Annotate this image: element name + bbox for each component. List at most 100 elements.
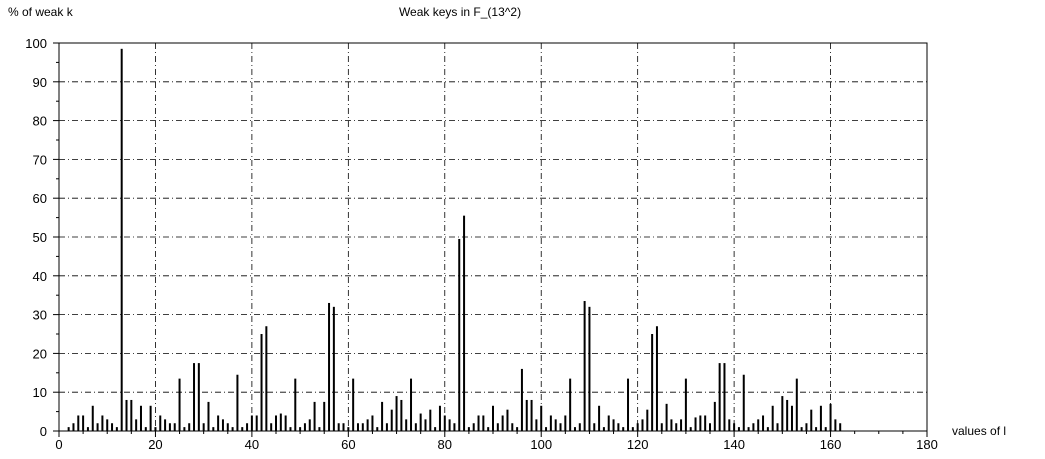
bar [704, 415, 707, 431]
bar [279, 413, 282, 431]
bar [250, 415, 253, 431]
y-axis-label: % of weak k [8, 5, 74, 19]
y-tick-label: 90 [33, 75, 47, 90]
bar [376, 427, 379, 431]
y-tick-label: 30 [33, 308, 47, 323]
bar [713, 401, 716, 431]
y-tick-label: 80 [33, 114, 47, 129]
bar [598, 405, 601, 431]
bar [815, 427, 818, 431]
bar [684, 378, 687, 431]
bar [120, 48, 123, 431]
bar [694, 417, 697, 431]
bar [67, 427, 70, 431]
bar [236, 374, 239, 431]
bar [96, 423, 99, 431]
bar [747, 427, 750, 431]
bar [617, 423, 620, 431]
bar [588, 306, 591, 431]
bar [723, 363, 726, 431]
bar [429, 409, 432, 431]
bar [438, 405, 441, 431]
bar [82, 415, 85, 431]
bar [419, 413, 422, 431]
bar [385, 423, 388, 431]
bar [771, 405, 774, 431]
bar [154, 427, 157, 431]
bar [525, 399, 528, 431]
bar [559, 423, 562, 431]
bar [91, 405, 94, 431]
axes [53, 42, 928, 437]
y-tick-label: 0 [40, 424, 47, 439]
bar [318, 427, 321, 431]
bar [573, 427, 576, 431]
bar [487, 427, 490, 431]
bar [443, 415, 446, 431]
bar [467, 427, 470, 431]
bar [612, 419, 615, 431]
x-axis-label: values of l [952, 424, 1006, 438]
chart-title: Weak keys in F_(13^2) [399, 5, 521, 19]
bar [737, 427, 740, 431]
bar [275, 415, 277, 431]
bar [361, 423, 364, 431]
bar [675, 423, 678, 431]
bar [766, 427, 769, 431]
bar [506, 409, 509, 431]
bar [217, 415, 220, 431]
bar [593, 423, 596, 431]
bar [762, 415, 765, 431]
bar [434, 427, 437, 431]
x-tick-label: 40 [245, 437, 259, 452]
bar [294, 378, 297, 431]
x-tick-label: 120 [627, 437, 649, 452]
bar [77, 415, 80, 431]
bar [178, 378, 181, 431]
bar [289, 427, 292, 431]
bar [477, 415, 480, 431]
bar [540, 405, 543, 431]
bar [496, 423, 499, 431]
bar [303, 423, 306, 431]
y-tick-label: 60 [33, 191, 47, 206]
bar [742, 374, 745, 431]
bar [631, 427, 634, 431]
bar [660, 423, 663, 431]
bar [424, 419, 427, 431]
bar [786, 399, 789, 431]
bar [202, 423, 205, 431]
bar [622, 427, 625, 431]
bar [284, 415, 287, 431]
bar [448, 419, 451, 431]
bar [241, 427, 244, 431]
bar [819, 405, 822, 431]
bar [665, 403, 668, 431]
grid-lines [59, 43, 927, 431]
x-tick-label: 60 [341, 437, 355, 452]
bar [776, 423, 779, 431]
bar [569, 378, 572, 431]
bar [680, 419, 683, 431]
x-tick-label: 140 [723, 437, 745, 452]
bar [323, 401, 326, 431]
bar [332, 306, 335, 431]
y-tick-label: 100 [25, 36, 47, 51]
bar [159, 415, 162, 431]
bar [246, 423, 249, 431]
bar [781, 396, 784, 431]
x-tick-label: 80 [438, 437, 452, 452]
bar [463, 215, 466, 431]
bar [709, 423, 711, 431]
x-tick-label: 160 [820, 437, 842, 452]
bar [805, 423, 808, 431]
bar [221, 419, 224, 431]
bar [212, 427, 215, 431]
bar [115, 427, 118, 431]
bar [472, 423, 475, 431]
bar [511, 423, 514, 431]
bar [342, 423, 345, 431]
bar [405, 419, 408, 431]
bar [757, 419, 760, 431]
bar [183, 427, 186, 431]
